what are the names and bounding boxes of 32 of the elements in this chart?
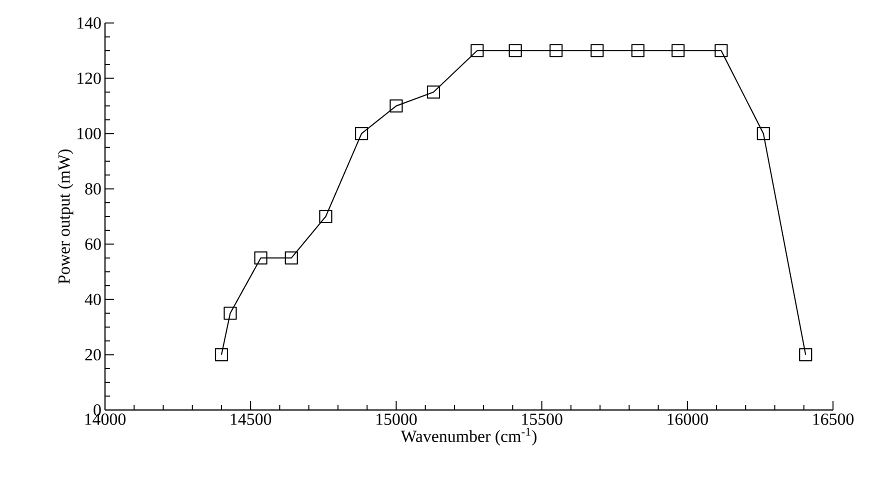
y-tick-label: 20 (85, 348, 101, 360)
point (426, 86, 440, 99)
point (355, 127, 368, 140)
y-tick-label: 80 (85, 183, 101, 195)
point (214, 348, 228, 362)
x-axis-title: Wavenumber (cm$^{-1}$) (400, 428, 536, 446)
point (631, 44, 644, 58)
y-tick-label: 60 (85, 238, 101, 250)
point (799, 348, 812, 362)
x-tick-label: 16500 (813, 414, 854, 425)
point (508, 44, 522, 58)
x-tick-label: 14500 (230, 414, 272, 425)
point (590, 44, 604, 58)
x-tick-label: 15500 (522, 414, 562, 425)
y-tick-label: 140 (78, 17, 101, 29)
y-tick-label: 40 (84, 294, 101, 306)
point (390, 99, 403, 112)
x-tick-label: 16000 (668, 414, 708, 425)
point (319, 210, 332, 224)
point (550, 44, 563, 58)
y-tick-label: 120 (78, 72, 101, 84)
point (470, 44, 484, 58)
point (284, 251, 298, 265)
point (714, 44, 728, 58)
y-tick-label: 100 (78, 128, 101, 140)
x-tick-label: 14000 (85, 414, 126, 425)
x-tick-label: 15000 (376, 414, 417, 425)
point (756, 127, 770, 140)
y-axis-title: Power output (mW) (58, 150, 74, 284)
point (224, 306, 237, 320)
point (254, 251, 268, 265)
point (672, 44, 685, 58)
